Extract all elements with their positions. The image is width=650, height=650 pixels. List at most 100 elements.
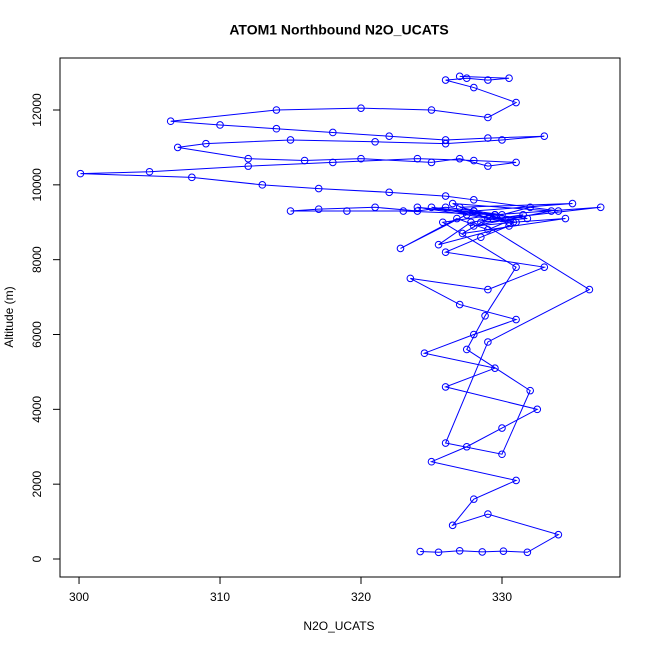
data-point [441,248,450,256]
y-tick-label: 2000 [30,471,44,498]
data-point [484,113,492,122]
data-point [484,214,492,223]
data-point [441,439,450,447]
data-point [455,546,464,555]
data-point [286,136,295,144]
data-point [357,154,365,163]
data-point [455,300,464,309]
data-point [438,218,447,227]
x-tick-label: 300 [69,590,89,604]
data-point [427,203,436,212]
data-point [512,476,520,485]
data-point [523,214,532,223]
data-point [561,214,570,223]
x-tick-label: 330 [492,590,512,604]
data-point [478,548,487,556]
data-point [385,132,394,140]
data-point [272,106,281,114]
data-point [329,158,337,167]
data-point [540,263,549,271]
data-point [498,450,506,459]
data-point [441,139,450,148]
y-tick-label: 6000 [30,321,44,348]
data-point [427,158,436,167]
data-point [413,154,422,163]
data-point [258,181,267,189]
data-point [314,205,323,213]
data-point [458,229,467,238]
data-point [498,210,506,219]
data-point [533,405,542,414]
data-point [469,222,478,230]
data-point [477,233,485,242]
data-point [519,210,527,219]
y-axis-label: Altitude (m) [2,286,16,347]
data-point [286,207,295,215]
data-point [427,457,436,466]
data-point [434,548,443,557]
data-point [427,106,436,114]
data-point [498,424,506,432]
data-point [469,330,478,339]
data-point [462,210,471,219]
data-point [244,162,253,170]
data-point [420,349,429,358]
data-point [484,134,492,142]
x-tick-label: 310 [210,590,230,604]
data-point [441,136,450,144]
data-point [399,207,408,215]
data-point [406,274,415,283]
data-point [202,139,210,148]
data-point [484,510,492,518]
data-point [413,207,422,215]
data-point [453,214,461,223]
data-point [540,132,549,140]
data-point [509,218,518,227]
data-point [498,136,506,144]
data-point [314,184,323,193]
data-point [512,158,520,167]
data-point [462,345,471,354]
x-axis-label: N2O_UCATS [303,619,374,633]
data-point [491,364,499,372]
data-point [396,244,405,253]
data-point [166,117,175,126]
data-point [469,156,478,165]
data-point [455,203,464,212]
data-point [481,311,489,320]
data-point [448,521,457,530]
data-point [462,74,471,83]
data-point [469,495,478,503]
data-point [526,386,534,395]
data-point [357,104,365,112]
data-point [526,203,534,212]
data-point [441,203,450,212]
data-point [484,338,492,346]
data-point [596,203,605,212]
data-point [455,154,464,163]
data-point [416,547,425,556]
data-point [505,222,513,230]
y-tick-label: 4000 [30,396,44,423]
x-tick-label: 320 [351,590,371,604]
data-point [568,199,577,208]
data-point [216,121,224,129]
data-point [76,169,85,178]
data-point [469,207,478,215]
data-point [512,315,520,324]
data-point [523,548,532,557]
data-point [499,547,508,555]
y-tick-label: 0 [30,555,44,562]
data-point [554,530,563,539]
data-line [80,75,601,553]
data-point [188,173,196,182]
data-point [145,167,154,176]
data-point [462,442,471,451]
data-point [512,98,520,107]
data-point [343,207,351,215]
data-point [484,225,492,234]
data-point [484,76,492,84]
data-point [441,383,450,391]
data-point [441,76,450,84]
